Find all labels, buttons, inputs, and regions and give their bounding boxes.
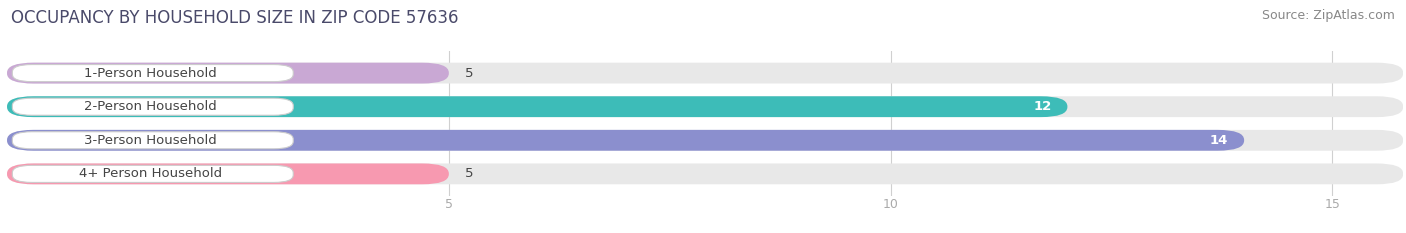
FancyBboxPatch shape [7, 63, 1403, 83]
FancyBboxPatch shape [13, 132, 294, 149]
Text: 5: 5 [465, 67, 474, 80]
Text: 3-Person Household: 3-Person Household [84, 134, 217, 147]
Text: 4+ Person Household: 4+ Person Household [79, 167, 222, 180]
Text: OCCUPANCY BY HOUSEHOLD SIZE IN ZIP CODE 57636: OCCUPANCY BY HOUSEHOLD SIZE IN ZIP CODE … [11, 9, 458, 27]
FancyBboxPatch shape [7, 63, 449, 83]
Text: 1-Person Household: 1-Person Household [84, 67, 217, 80]
FancyBboxPatch shape [7, 96, 1403, 117]
FancyBboxPatch shape [13, 98, 294, 115]
Text: 2-Person Household: 2-Person Household [84, 100, 217, 113]
FancyBboxPatch shape [7, 164, 449, 184]
FancyBboxPatch shape [7, 130, 1244, 151]
FancyBboxPatch shape [13, 65, 294, 82]
FancyBboxPatch shape [13, 165, 294, 182]
FancyBboxPatch shape [7, 164, 1403, 184]
Text: 12: 12 [1033, 100, 1052, 113]
Text: Source: ZipAtlas.com: Source: ZipAtlas.com [1261, 9, 1395, 22]
Text: 5: 5 [465, 167, 474, 180]
Text: 14: 14 [1209, 134, 1229, 147]
FancyBboxPatch shape [7, 130, 1403, 151]
FancyBboxPatch shape [7, 96, 1067, 117]
